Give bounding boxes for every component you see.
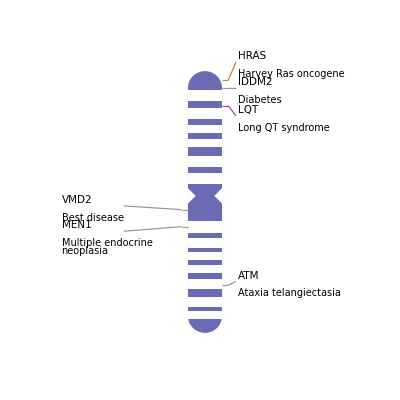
Text: Ataxia telangiectasia: Ataxia telangiectasia [238,288,340,298]
Bar [188,139,222,146]
Text: neoplasia: neoplasia [62,246,109,256]
Text: Diabetes: Diabetes [238,95,281,105]
Bar [188,311,222,319]
Text: Harvey Ras oncogene: Harvey Ras oncogene [238,69,344,79]
Text: Long QT syndrome: Long QT syndrome [238,123,329,133]
Bar [188,238,222,248]
Bar [188,265,222,273]
Bar [188,252,222,260]
Text: MEN1: MEN1 [62,220,91,230]
Ellipse shape [188,299,222,333]
Bar [188,221,222,233]
Bar [188,108,222,119]
Text: VMD2: VMD2 [62,195,92,205]
Text: Best disease: Best disease [62,213,124,223]
Polygon shape [188,188,196,204]
Polygon shape [188,188,222,204]
Text: HRAS: HRAS [238,51,266,61]
Polygon shape [214,188,222,204]
Text: ATM: ATM [238,270,259,280]
Bar [188,173,222,184]
Text: LQT: LQT [238,105,258,115]
Bar [188,156,222,166]
Bar [188,279,222,289]
FancyBboxPatch shape [188,88,222,316]
Bar [188,90,222,101]
Text: Multiple endocrine: Multiple endocrine [62,238,152,248]
Bar [188,297,222,307]
Bar [188,125,222,133]
Text: IDDM2: IDDM2 [238,77,272,87]
Ellipse shape [188,71,222,105]
